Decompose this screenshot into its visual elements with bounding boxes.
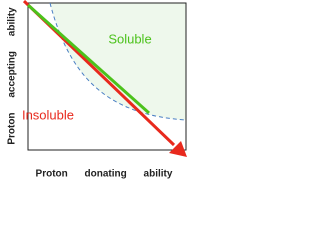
- x-axis-label: Proton donating ability: [36, 169, 173, 180]
- arrow-head: [169, 141, 187, 157]
- soluble-segment: [27, 3, 150, 115]
- soluble-label: Soluble: [108, 31, 151, 46]
- soluble-region: [50, 3, 186, 120]
- y-axis-label: Proton accepting ability: [7, 7, 18, 145]
- boundary-curve: [49, 3, 186, 121]
- diagram: Soluble Insoluble Proton donating abilit…: [7, 0, 187, 180]
- frame: [27, 2, 187, 151]
- insoluble-label: Insoluble: [22, 107, 74, 122]
